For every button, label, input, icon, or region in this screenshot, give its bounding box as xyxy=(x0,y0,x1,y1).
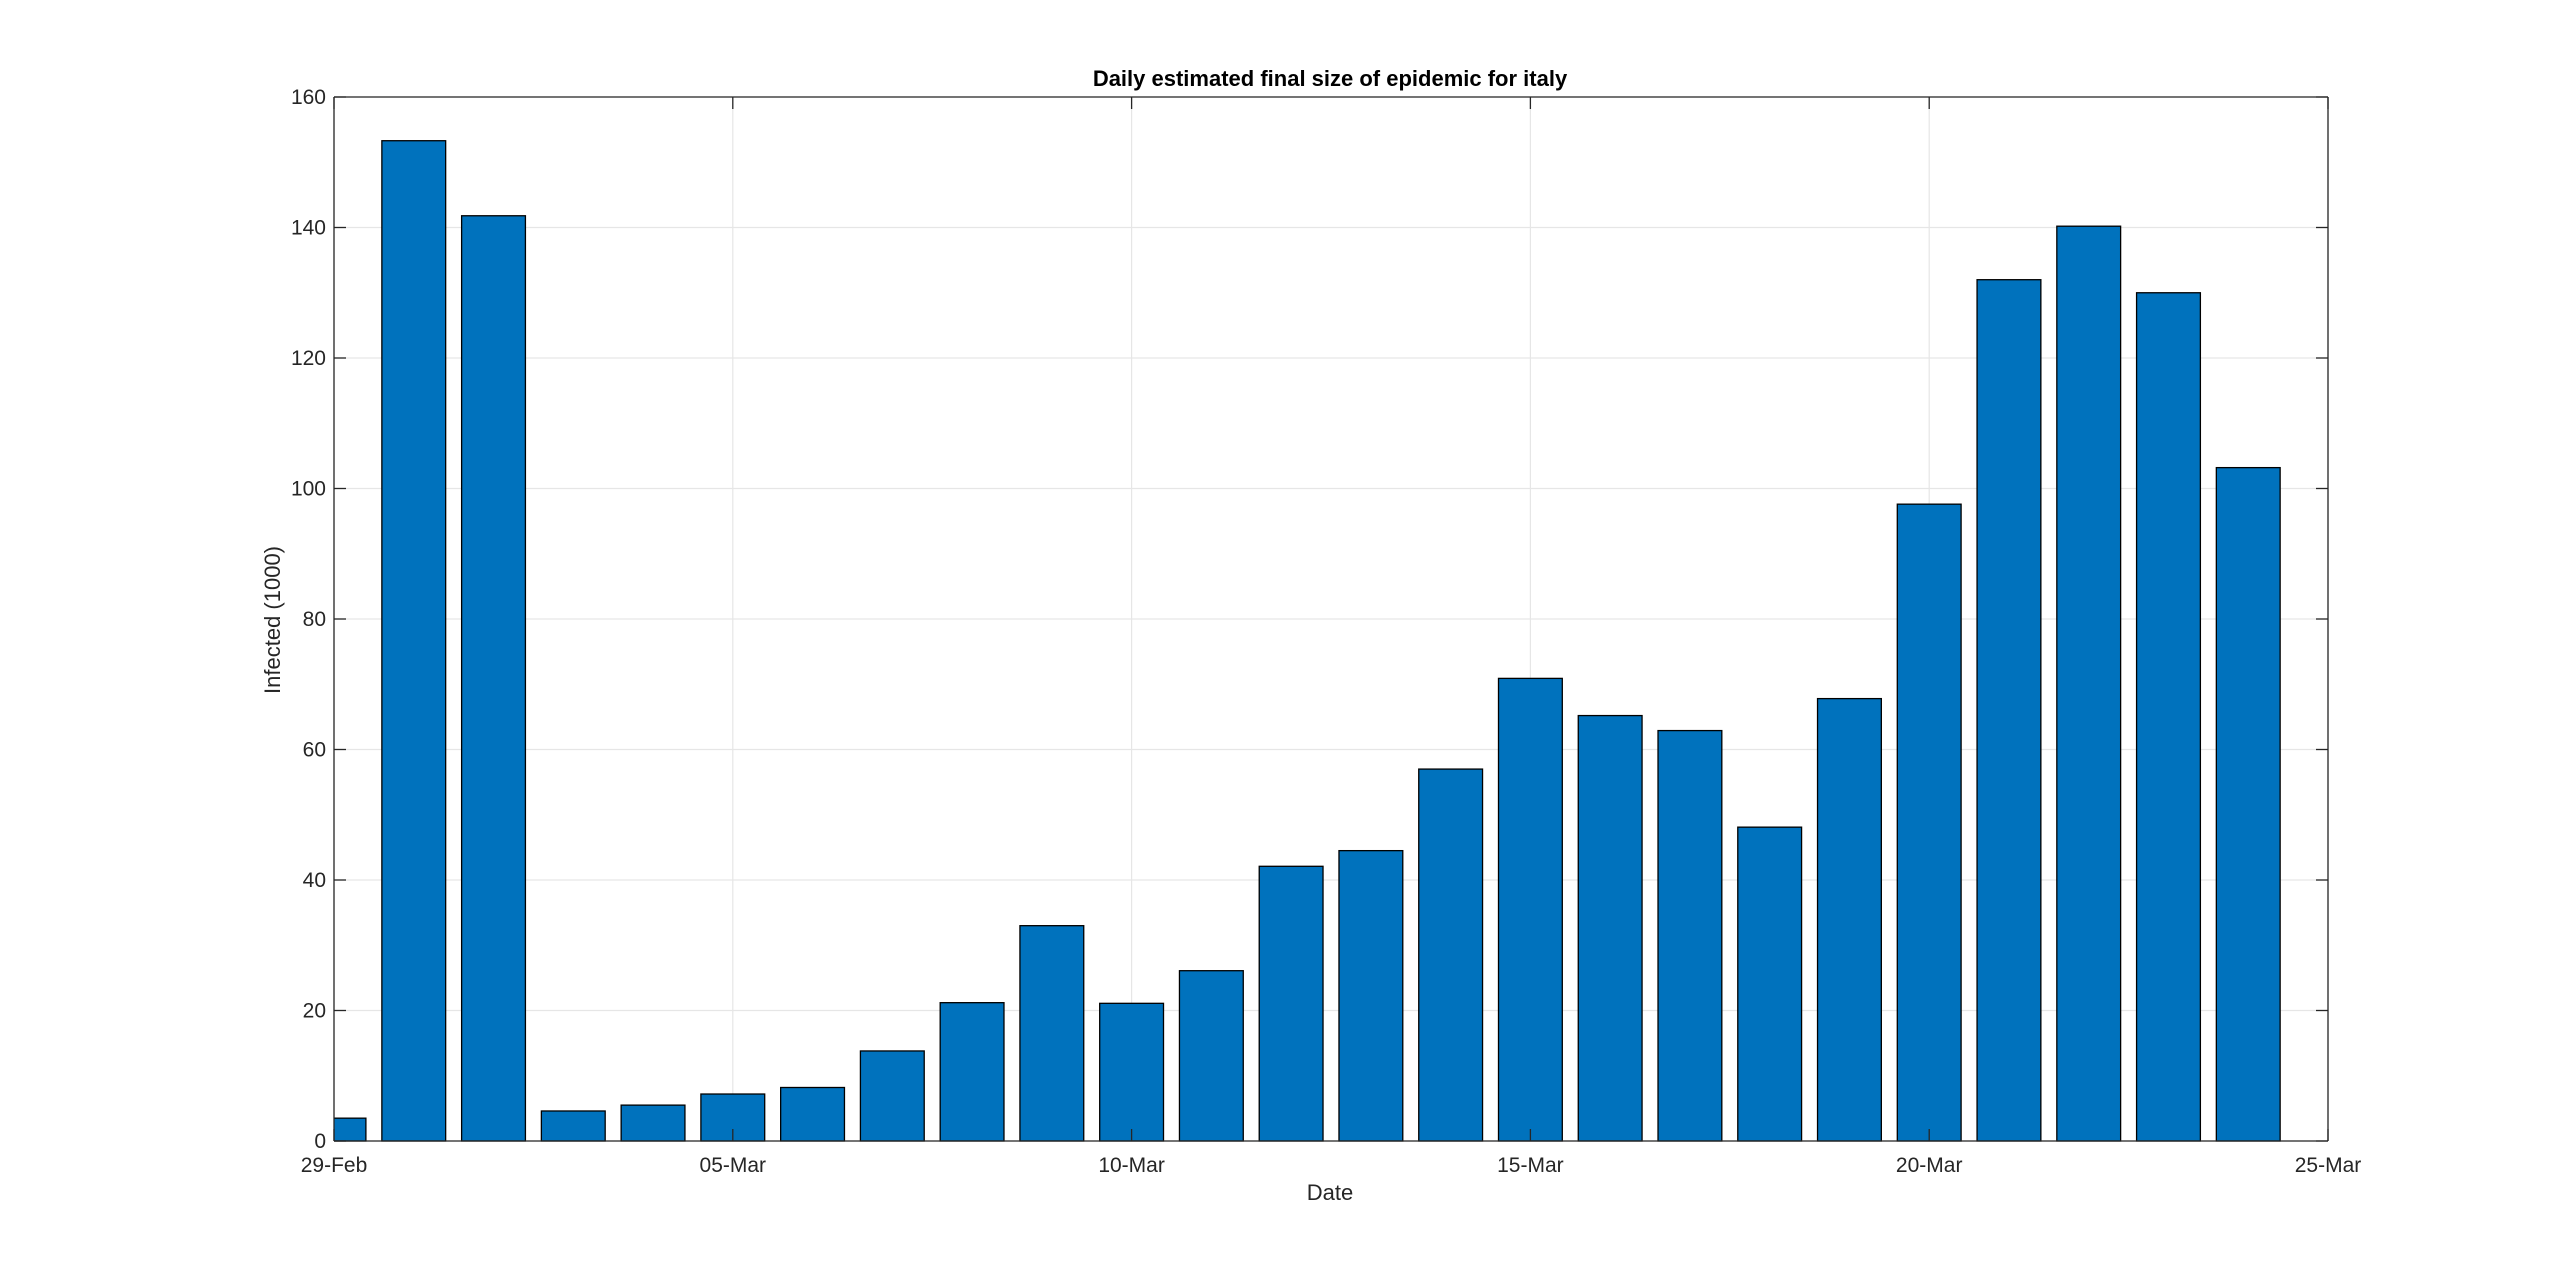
x-axis-label: Date xyxy=(1307,1180,1353,1205)
y-tick-label: 80 xyxy=(303,608,326,631)
y-tick-label: 140 xyxy=(291,217,326,240)
bar-2020-03-23 xyxy=(2135,292,2202,1142)
bar-2020-03-04 xyxy=(620,1104,686,1142)
bar-2020-03-03 xyxy=(540,1110,606,1142)
bar-2020-03-01 xyxy=(381,140,447,1142)
bar-2020-03-16 xyxy=(1577,714,1643,1142)
x-tick-label: 10-Mar xyxy=(1098,1154,1165,1177)
bar-2020-03-19 xyxy=(1816,697,1882,1142)
y-tick-label: 20 xyxy=(303,1000,326,1023)
bar-2020-03-07 xyxy=(859,1050,925,1142)
y-tick-label: 160 xyxy=(291,86,326,109)
x-tick-label: 05-Mar xyxy=(700,1154,767,1177)
bars-layer xyxy=(334,140,2281,1142)
bar-2020-03-13 xyxy=(1338,849,1404,1142)
x-tick-label: 29-Feb xyxy=(301,1154,368,1177)
bar-2020-03-06 xyxy=(780,1086,846,1142)
bar-2020-03-09 xyxy=(1019,925,1085,1142)
bar-2020-03-21 xyxy=(1976,279,2042,1142)
bar-2020-03-17 xyxy=(1657,729,1723,1142)
bar-2020-03-15 xyxy=(1497,677,1563,1142)
bar-2020-03-24 xyxy=(2215,466,2281,1142)
x-tick-label: 20-Mar xyxy=(1896,1154,1963,1177)
bar-2020-03-11 xyxy=(1178,970,1244,1142)
bar-2020-03-12 xyxy=(1258,865,1324,1142)
axes-layer xyxy=(333,96,2329,1142)
bar-2020-03-10 xyxy=(1099,1002,1165,1142)
y-tick-labels: 0 20 40 60 80 100 120 140 160 xyxy=(291,86,326,1153)
bar-2020-03-18 xyxy=(1737,826,1803,1142)
y-tick-label: 0 xyxy=(314,1130,326,1153)
bar-2020-03-20 xyxy=(1896,503,1962,1142)
bar-2020-03-14 xyxy=(1418,768,1484,1142)
y-tick-label: 40 xyxy=(303,869,326,892)
chart-title: Daily estimated final size of epidemic f… xyxy=(1093,66,1568,91)
bar-2020-03-02 xyxy=(460,215,527,1142)
y-axis-label: Infected (1000) xyxy=(260,546,285,694)
y-tick-label: 100 xyxy=(291,478,326,501)
x-tick-label: 15-Mar xyxy=(1497,1154,1564,1177)
x-tick-labels: 29-Feb 05-Mar 10-Mar 15-Mar 20-Mar 25-Mar xyxy=(301,1154,2362,1177)
y-tick-label: 60 xyxy=(303,739,326,762)
bar-2020-03-22 xyxy=(2056,225,2122,1142)
bar-2020-03-08 xyxy=(939,1002,1005,1142)
x-tick-label: 25-Mar xyxy=(2295,1154,2362,1177)
y-tick-label: 120 xyxy=(291,347,326,370)
